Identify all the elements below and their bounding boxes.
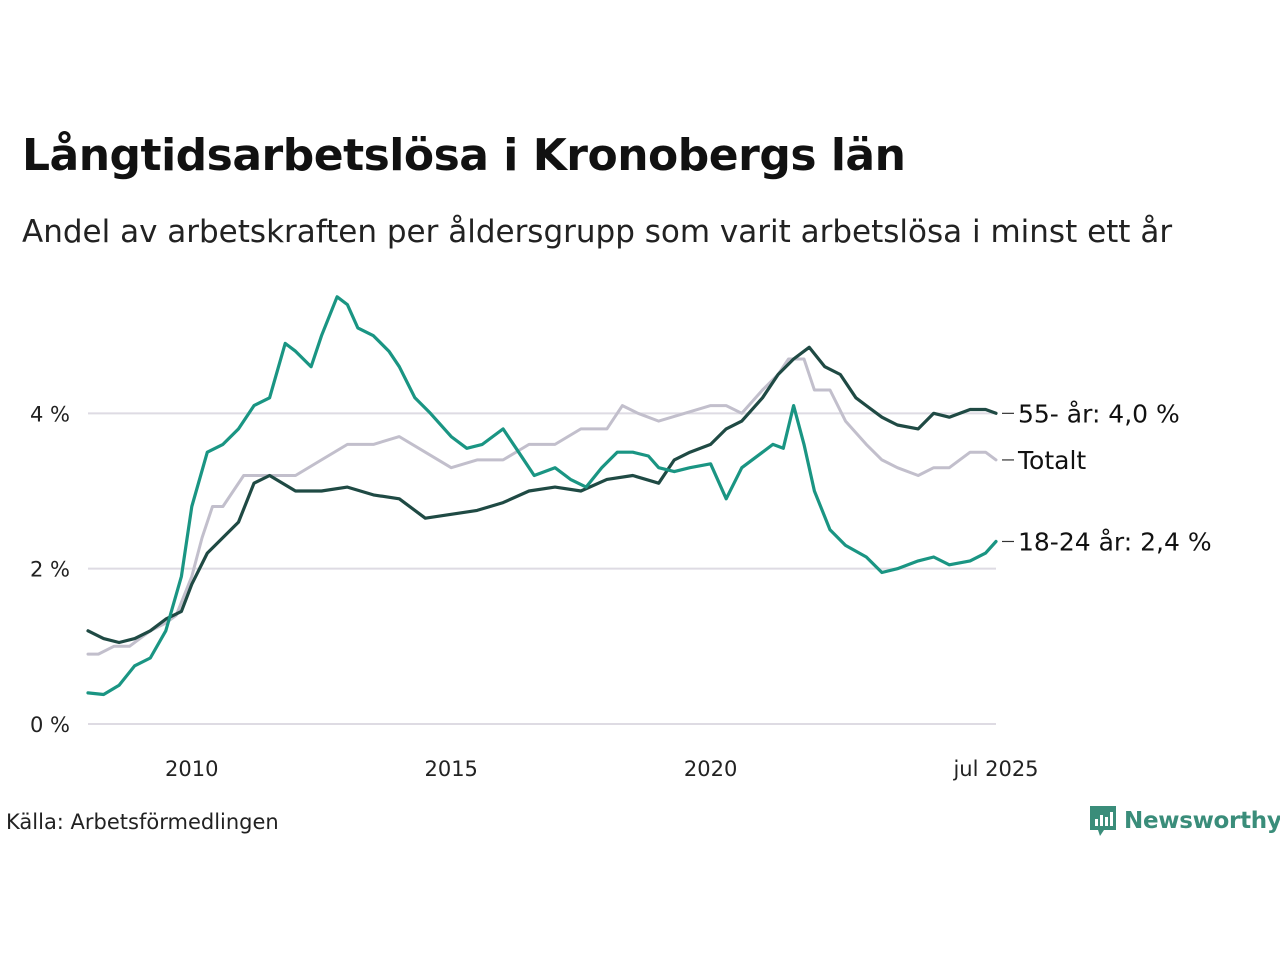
- end-label-totalt: Totalt: [1017, 446, 1086, 475]
- chart-subtitle: Andel av arbetskraften per åldersgrupp s…: [22, 214, 1173, 250]
- x-tick-label: jul 2025: [952, 757, 1038, 781]
- axis-layer: 0 % 2 % 4 % 2010 2015 2020 jul 2025: [30, 402, 1039, 781]
- brand-name: Newsworthy: [1124, 808, 1280, 834]
- source-note: Källa: Arbetsförmedlingen: [6, 810, 279, 834]
- x-tick-label: 2015: [424, 757, 477, 781]
- series-line-55-ar: [86, 345, 998, 645]
- x-tick-label: 2020: [684, 757, 737, 781]
- end-label-18-24-ar: 18-24 år: 2,4 %: [1018, 527, 1212, 556]
- chart-title: Långtidsarbetslösa i Kronobergs län: [22, 130, 906, 181]
- brand-logo: Newsworthy: [1088, 804, 1280, 838]
- x-tick-label: 2010: [165, 757, 218, 781]
- series-layer: [86, 295, 998, 697]
- series-line-18-24-ar: [86, 295, 998, 697]
- y-tick-label: 4 %: [30, 402, 70, 426]
- y-tick-label: 2 %: [30, 558, 70, 582]
- label-layer: Totalt 55- år: 4,0 % 18-24 år: 2,4 %: [1002, 399, 1212, 556]
- line-chart: 0 % 2 % 4 % 2010 2015 2020 jul 2025 Totalt 55- …: [30, 295, 1212, 781]
- end-label-55-ar: 55- år: 4,0 %: [1018, 399, 1180, 428]
- y-tick-label: 0 %: [30, 713, 70, 737]
- grid-layer: [88, 412, 996, 725]
- bar-chart-icon: [1090, 806, 1116, 836]
- series-line-totalt: [86, 357, 998, 656]
